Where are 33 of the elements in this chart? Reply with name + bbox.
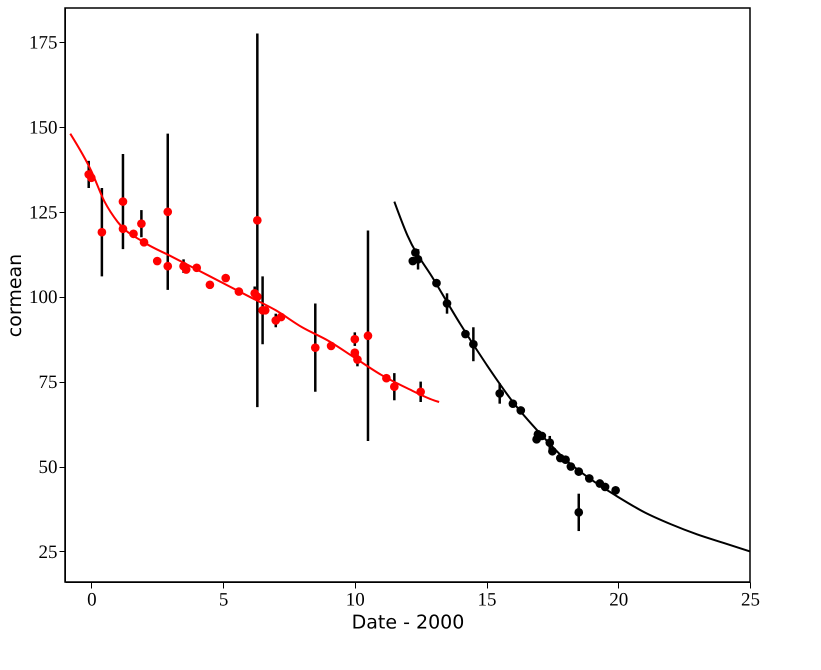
y-tick-label: 125 — [29, 202, 58, 224]
point — [206, 280, 214, 290]
line-series — [69, 132, 440, 403]
y-axis-title: cormean — [4, 254, 26, 338]
point — [163, 207, 172, 216]
point — [390, 382, 399, 392]
x-tick-label: 25 — [741, 590, 760, 610]
point — [152, 256, 162, 266]
x-tick-label: 5 — [218, 590, 228, 610]
y-tick-label: 175 — [29, 32, 58, 54]
point — [310, 343, 320, 352]
point — [495, 389, 504, 398]
x-tick-label: 15 — [478, 590, 497, 610]
point — [611, 486, 620, 495]
point — [163, 262, 172, 270]
x-tick-label: 20 — [609, 590, 628, 610]
y-tick-label: 150 — [29, 117, 58, 138]
point — [137, 219, 146, 228]
y-tick-label: 100 — [29, 287, 58, 308]
point — [221, 274, 230, 282]
y-tick-label: 50 — [38, 457, 58, 478]
point — [252, 216, 262, 225]
x-axis-title: Date - 2000 — [352, 612, 464, 634]
point — [574, 508, 584, 517]
point — [182, 265, 191, 274]
point — [350, 334, 360, 344]
y-tick-label: 25 — [38, 542, 58, 563]
y-tick-label: 75 — [38, 372, 58, 394]
point — [118, 197, 128, 206]
point — [364, 331, 372, 340]
x-tick-label: 10 — [346, 590, 365, 610]
x-tick-label: 0 — [87, 590, 97, 610]
point — [98, 228, 106, 236]
